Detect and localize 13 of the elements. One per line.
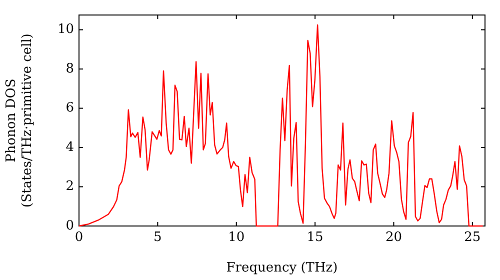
x-axis-title: Frequency (THz) bbox=[226, 260, 338, 276]
y-tick-label: 2 bbox=[66, 179, 74, 194]
y-tick-label: 4 bbox=[66, 140, 74, 155]
y-tick-label: 6 bbox=[66, 100, 74, 116]
x-tick-label: 5 bbox=[154, 230, 162, 246]
x-tick-label: 15 bbox=[306, 230, 324, 246]
x-tick-label: 10 bbox=[228, 230, 245, 246]
x-tick-label: 25 bbox=[464, 230, 481, 246]
x-tick-label: 20 bbox=[385, 230, 402, 246]
y-tick-label: 0 bbox=[66, 218, 74, 234]
y-tick-label: 10 bbox=[57, 22, 74, 38]
y-tick-label: 8 bbox=[66, 61, 74, 76]
y-axis-title: Phonon DOS (States/THz·primitive cell) bbox=[4, 33, 35, 208]
